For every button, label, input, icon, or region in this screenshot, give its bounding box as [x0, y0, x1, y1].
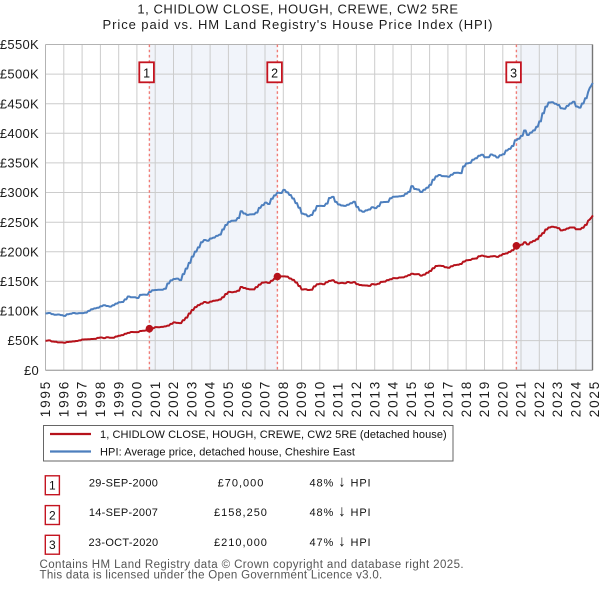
- svg-text:2021: 2021: [514, 380, 529, 417]
- svg-text:Price paid vs. HM Land Registr: Price paid vs. HM Land Registry's House …: [103, 17, 494, 32]
- svg-text:29-SEP-2000: 29-SEP-2000: [89, 478, 158, 490]
- svg-text:£450K: £450K: [0, 96, 39, 111]
- svg-text:£250K: £250K: [0, 215, 39, 230]
- svg-text:This data is licensed under th: This data is licensed under the Open Gov…: [40, 569, 383, 581]
- svg-text:2010: 2010: [312, 380, 327, 417]
- svg-text:2011: 2011: [331, 381, 346, 417]
- svg-text:2019: 2019: [477, 380, 492, 417]
- svg-text:£400K: £400K: [0, 126, 39, 141]
- svg-text:2017: 2017: [441, 380, 456, 417]
- svg-text:2008: 2008: [276, 380, 291, 417]
- svg-text:£158,250: £158,250: [214, 507, 268, 519]
- svg-text:48% ↓ HPI: 48% ↓ HPI: [310, 474, 372, 491]
- svg-text:2022: 2022: [532, 380, 547, 417]
- svg-text:2004: 2004: [203, 380, 218, 417]
- svg-text:2020: 2020: [495, 380, 510, 417]
- svg-text:2016: 2016: [422, 380, 437, 417]
- svg-text:2009: 2009: [294, 380, 309, 417]
- svg-text:2023: 2023: [550, 380, 565, 417]
- svg-text:2: 2: [271, 67, 278, 81]
- svg-text:2012: 2012: [349, 380, 364, 417]
- svg-text:2013: 2013: [367, 380, 382, 417]
- svg-text:£70,000: £70,000: [218, 478, 265, 490]
- svg-text:48% ↓ HPI: 48% ↓ HPI: [310, 503, 372, 520]
- svg-text:HPI: Average price, detached h: HPI: Average price, detached house, Ches…: [100, 446, 355, 458]
- svg-text:£0: £0: [24, 363, 39, 378]
- svg-text:£50K: £50K: [7, 333, 39, 348]
- svg-text:2000: 2000: [130, 380, 145, 417]
- svg-text:2018: 2018: [459, 380, 474, 417]
- svg-text:2006: 2006: [239, 380, 254, 417]
- svg-text:£200K: £200K: [0, 244, 39, 259]
- svg-text:£500K: £500K: [0, 67, 39, 82]
- svg-text:3: 3: [510, 67, 517, 81]
- svg-text:2002: 2002: [166, 380, 181, 417]
- svg-text:1, CHIDLOW CLOSE, HOUGH, CREWE: 1, CHIDLOW CLOSE, HOUGH, CREWE, CW2 5RE …: [100, 429, 447, 441]
- svg-text:£210,000: £210,000: [214, 537, 268, 549]
- svg-text:£550K: £550K: [0, 37, 39, 52]
- svg-text:2015: 2015: [404, 380, 419, 417]
- svg-text:2005: 2005: [221, 380, 236, 417]
- svg-text:2001: 2001: [148, 380, 163, 417]
- svg-text:2003: 2003: [184, 380, 199, 417]
- svg-text:£100K: £100K: [0, 304, 39, 319]
- svg-text:1996: 1996: [56, 380, 71, 417]
- svg-text:2: 2: [49, 508, 56, 522]
- svg-text:£350K: £350K: [0, 156, 39, 171]
- svg-text:1995: 1995: [38, 380, 53, 417]
- svg-text:£150K: £150K: [0, 274, 39, 289]
- svg-text:1, CHIDLOW CLOSE, HOUGH, CREWE: 1, CHIDLOW CLOSE, HOUGH, CREWE, CW2 5RE: [137, 2, 458, 17]
- svg-text:1: 1: [49, 479, 56, 493]
- svg-text:2014: 2014: [386, 380, 401, 417]
- svg-text:2007: 2007: [258, 380, 273, 417]
- svg-text:1999: 1999: [111, 380, 126, 417]
- svg-text:2025: 2025: [587, 380, 600, 417]
- svg-text:1997: 1997: [75, 380, 90, 417]
- svg-text:1998: 1998: [93, 380, 108, 417]
- svg-text:23-OCT-2020: 23-OCT-2020: [89, 537, 159, 549]
- svg-text:47% ↓ HPI: 47% ↓ HPI: [310, 533, 372, 550]
- svg-text:14-SEP-2007: 14-SEP-2007: [89, 507, 158, 519]
- svg-text:1: 1: [143, 67, 150, 81]
- svg-text:£300K: £300K: [0, 185, 39, 200]
- svg-text:3: 3: [49, 538, 56, 552]
- svg-text:Contains HM Land Registry data: Contains HM Land Registry data © Crown c…: [40, 559, 465, 571]
- svg-text:2024: 2024: [569, 380, 584, 417]
